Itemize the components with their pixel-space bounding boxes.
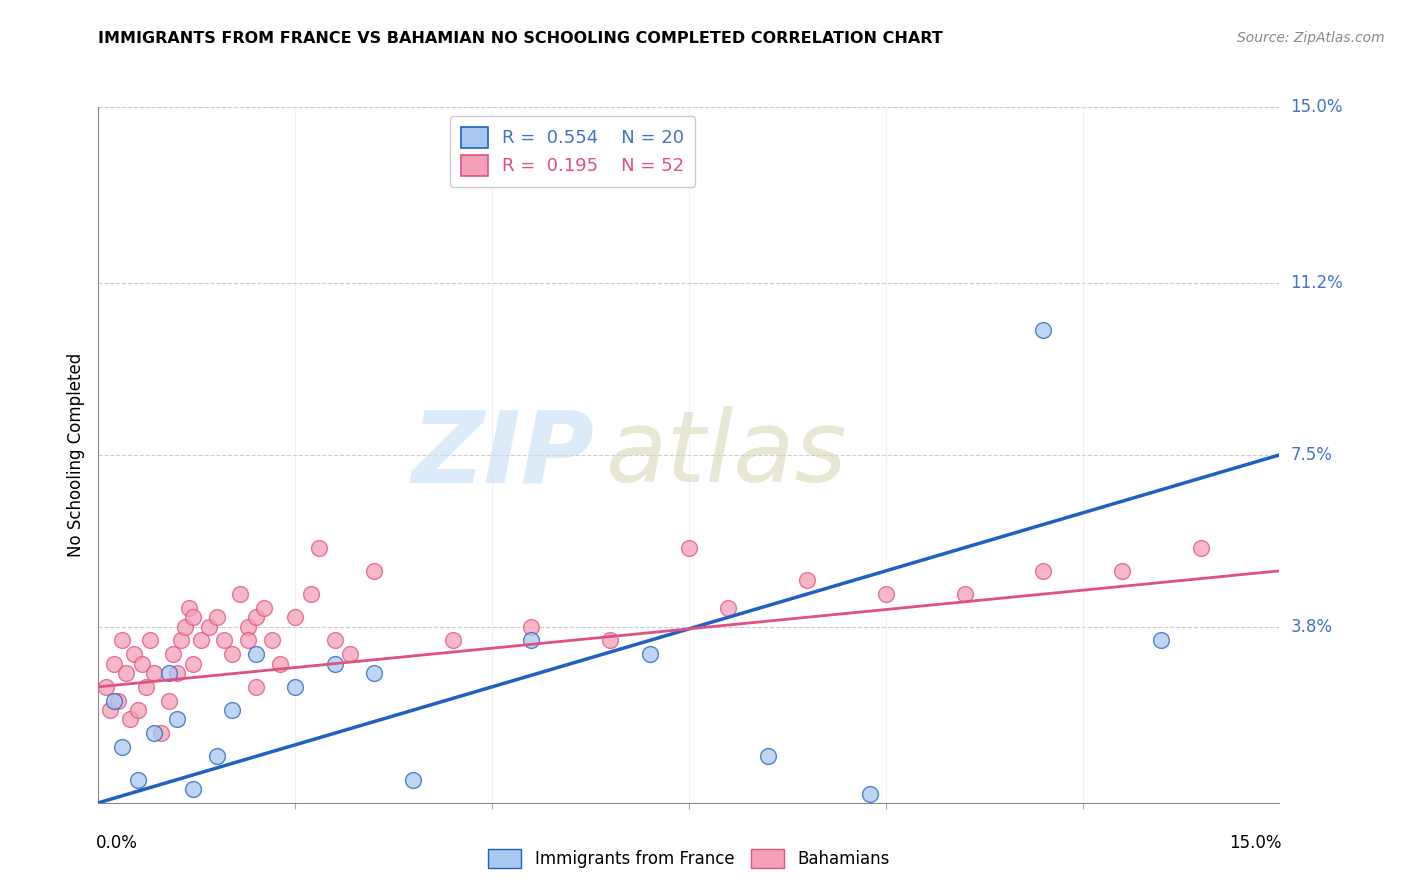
- Point: [118, 712, 141, 726]
- Text: 15.0%: 15.0%: [1229, 834, 1282, 852]
- Point: [166, 665, 188, 680]
- Point: [127, 772, 149, 787]
- Point: [796, 573, 818, 587]
- Text: 11.2%: 11.2%: [1291, 275, 1343, 293]
- Point: [157, 694, 180, 708]
- Point: [166, 712, 188, 726]
- Point: [177, 601, 200, 615]
- Point: [875, 587, 897, 601]
- Point: [245, 648, 267, 662]
- Point: [205, 610, 228, 624]
- Point: [441, 633, 464, 648]
- Point: [205, 749, 228, 764]
- Text: 0.0%: 0.0%: [96, 834, 138, 852]
- Point: [363, 665, 385, 680]
- Point: [131, 657, 153, 671]
- Point: [245, 680, 267, 694]
- Point: [181, 657, 204, 671]
- Point: [1032, 564, 1054, 578]
- Point: [323, 633, 346, 648]
- Point: [236, 633, 259, 648]
- Point: [162, 648, 184, 662]
- Point: [115, 665, 138, 680]
- Point: [157, 665, 180, 680]
- Point: [859, 787, 882, 801]
- Point: [402, 772, 425, 787]
- Text: IMMIGRANTS FROM FRANCE VS BAHAMIAN NO SCHOOLING COMPLETED CORRELATION CHART: IMMIGRANTS FROM FRANCE VS BAHAMIAN NO SC…: [98, 31, 943, 46]
- Point: [181, 610, 204, 624]
- Point: [284, 610, 307, 624]
- Point: [1150, 633, 1173, 648]
- Point: [299, 587, 322, 601]
- Point: [260, 633, 283, 648]
- Text: ZIP: ZIP: [412, 407, 595, 503]
- Point: [756, 749, 779, 764]
- Point: [135, 680, 157, 694]
- Point: [150, 726, 173, 740]
- Point: [174, 619, 197, 633]
- Point: [339, 648, 361, 662]
- Point: [197, 619, 219, 633]
- Point: [520, 633, 543, 648]
- Point: [284, 680, 307, 694]
- Legend: R =  0.554    N = 20, R =  0.195    N = 52: R = 0.554 N = 20, R = 0.195 N = 52: [450, 116, 696, 186]
- Point: [111, 740, 134, 755]
- Text: 7.5%: 7.5%: [1291, 446, 1333, 464]
- Point: [221, 703, 243, 717]
- Point: [170, 633, 193, 648]
- Point: [308, 541, 330, 555]
- Point: [236, 619, 259, 633]
- Point: [122, 648, 145, 662]
- Point: [127, 703, 149, 717]
- Point: [1032, 323, 1054, 337]
- Point: [98, 703, 121, 717]
- Point: [1111, 564, 1133, 578]
- Point: [638, 648, 661, 662]
- Text: 15.0%: 15.0%: [1291, 98, 1343, 116]
- Point: [221, 648, 243, 662]
- Point: [142, 726, 165, 740]
- Point: [190, 633, 212, 648]
- Point: [599, 633, 621, 648]
- Text: 3.8%: 3.8%: [1291, 617, 1333, 635]
- Point: [1189, 541, 1212, 555]
- Point: [107, 694, 129, 708]
- Point: [323, 657, 346, 671]
- Point: [953, 587, 976, 601]
- Point: [520, 619, 543, 633]
- Text: atlas: atlas: [606, 407, 848, 503]
- Point: [111, 633, 134, 648]
- Point: [678, 541, 700, 555]
- Point: [103, 657, 125, 671]
- Point: [181, 781, 204, 796]
- Point: [103, 694, 125, 708]
- Point: [245, 610, 267, 624]
- Point: [253, 601, 276, 615]
- Point: [96, 680, 118, 694]
- Point: [214, 633, 236, 648]
- Legend: Immigrants from France, Bahamians: Immigrants from France, Bahamians: [481, 842, 897, 875]
- Point: [142, 665, 165, 680]
- Y-axis label: No Schooling Completed: No Schooling Completed: [66, 353, 84, 557]
- Text: Source: ZipAtlas.com: Source: ZipAtlas.com: [1237, 31, 1385, 45]
- Point: [269, 657, 291, 671]
- Point: [138, 633, 160, 648]
- Point: [229, 587, 252, 601]
- Point: [717, 601, 740, 615]
- Point: [363, 564, 385, 578]
